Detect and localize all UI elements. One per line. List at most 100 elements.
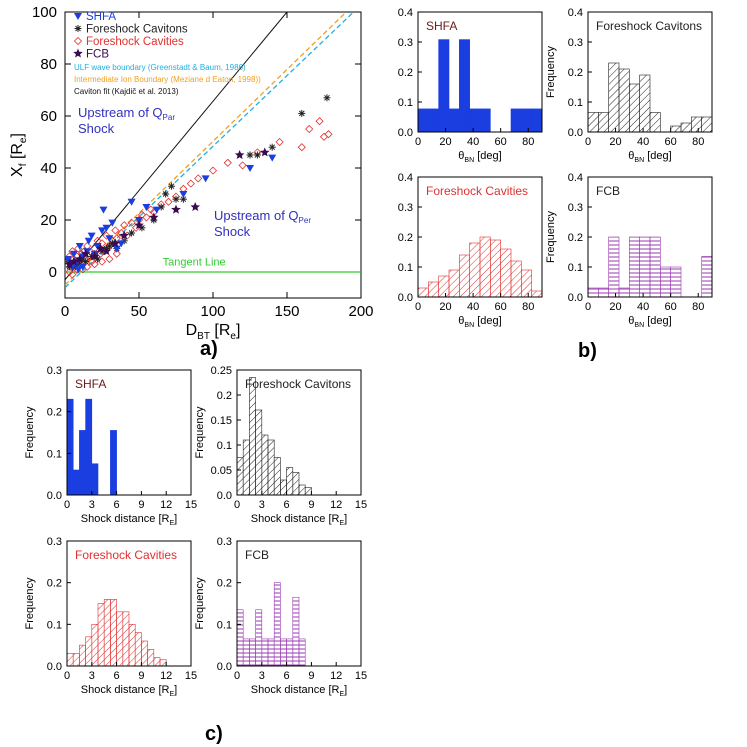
caviton-stroke (75, 25, 81, 32)
bar (116, 611, 124, 667)
bar (587, 112, 599, 133)
hist-title: Foreshock Cavitons (596, 19, 702, 33)
bar (438, 39, 450, 133)
point-foreshock-cavities (305, 124, 314, 134)
x-tick-label: 40 (467, 136, 479, 148)
x-tick-label: 200 (348, 303, 373, 320)
b-0-histogram: 0 20 40 60 80 0.0 0.1 0.2 0.3 0.4 SHFA θBN [deg] (398, 7, 543, 164)
bar (598, 287, 609, 298)
y-tick-label: 0.1 (568, 262, 583, 274)
bar (459, 39, 470, 133)
point-foreshock-cavities (319, 132, 329, 141)
hist-title: Foreshock Cavities (426, 184, 528, 198)
y-tick-label: 0.1 (47, 448, 62, 460)
x-tick-label: 15 (355, 670, 367, 682)
bar (134, 632, 142, 667)
bar (85, 398, 93, 496)
bar (153, 657, 161, 667)
bar (110, 430, 117, 496)
bar (128, 624, 136, 667)
bar (701, 116, 713, 133)
x-tick-label: 3 (259, 499, 265, 511)
point-foreshock-cavities (65, 267, 74, 277)
x-tick-label: 6 (114, 670, 120, 682)
legend-label-2: Foreshock Cavities (86, 36, 184, 48)
point-shfa (179, 191, 188, 198)
y-tick-label: 0.25 (211, 365, 232, 377)
x-tick-label: 3 (89, 499, 95, 511)
point-foreshock-cavities (90, 260, 99, 269)
bar (479, 236, 491, 298)
legend-marker-2 (73, 36, 83, 46)
bar (521, 108, 532, 133)
line-ulf-wave-boundary (65, 12, 355, 289)
bar (273, 457, 281, 496)
x-tick-label: 15 (185, 499, 197, 511)
tangent-line-label: Tangent Line (163, 257, 226, 269)
hist-frame (236, 369, 362, 496)
caviton-stroke (180, 196, 187, 203)
c-0-histogram: 0 3 6 9 12 15 0.0 0.1 0.2 0.3 SHFA Shock distance [… (24, 365, 197, 527)
y-tick-label: 0.3 (568, 202, 583, 214)
x-tick-label: 15 (355, 499, 367, 511)
bar (639, 74, 651, 133)
b-1-histogram: 0 20 40 60 80 0.0 0.1 0.2 0.3 0.4 Foreshock Cavito… (545, 7, 713, 164)
y-tick-label: 0.3 (217, 536, 232, 548)
y-tick-label: 0.2 (217, 390, 232, 402)
point-shfa (102, 224, 111, 232)
hist-y-label: Frequency (24, 577, 36, 629)
bar (660, 266, 671, 298)
point-foreshock-cavitons (168, 182, 176, 190)
caviton-stroke (82, 258, 89, 265)
bar (91, 463, 99, 496)
bar (531, 290, 543, 298)
bar (103, 599, 111, 667)
x-tick-label: 60 (495, 301, 507, 313)
bar (618, 287, 630, 298)
x-tick-label: 0 (415, 301, 421, 313)
y-tick-label: 0.15 (211, 415, 232, 427)
line-intermediate-ion-boundary (65, 12, 347, 286)
qper-label-line2: Shock (214, 224, 251, 239)
y-tick-label: 0.3 (398, 37, 413, 49)
y-tick-label: 0.2 (398, 67, 413, 79)
qpar-label-line1: Upstream of QPar (78, 105, 175, 122)
point-foreshock-cavities (111, 226, 120, 235)
bar (417, 108, 429, 133)
bar (72, 653, 80, 667)
hist-x-label: Shock distance [RE] (251, 684, 347, 698)
x-tick-label: 12 (160, 499, 172, 511)
y-tick-label: 20 (40, 212, 57, 229)
x-tick-label: 60 (665, 301, 677, 313)
y-tick-label: 0.1 (398, 97, 413, 109)
bar (66, 653, 74, 667)
point-shfa (142, 204, 151, 211)
legend-label-3: FCB (86, 49, 109, 61)
y-tick-label: 0.1 (568, 97, 583, 109)
legend-label-1: Foreshock Cavitons (86, 24, 188, 36)
caviton-stroke (247, 152, 253, 158)
panel-label-c: c) (205, 723, 223, 745)
bar (249, 377, 256, 496)
x-tick-label: 0 (61, 303, 69, 320)
point-fcb (75, 254, 85, 263)
point-shfa (78, 263, 87, 271)
y-tick-label: 40 (40, 160, 57, 177)
hist-x-label: Shock distance [RE] (81, 684, 177, 698)
y-tick-label: 0.05 (211, 465, 232, 477)
x-tick-label: 80 (522, 136, 534, 148)
legend-marker-0 (74, 13, 82, 20)
point-shfa (105, 235, 114, 243)
hist-frame (66, 369, 192, 496)
legend-marker-3 (73, 48, 83, 58)
caviton-stroke (139, 224, 145, 231)
bar (292, 472, 300, 496)
bar (147, 649, 155, 667)
point-foreshock-cavities (117, 228, 126, 238)
point-shfa (108, 219, 117, 227)
y-tick-label: 0.2 (568, 67, 583, 79)
point-fcb (149, 212, 159, 222)
hist-x-label: θBN [deg] (458, 315, 501, 329)
bar (469, 108, 481, 133)
bar (649, 112, 661, 133)
